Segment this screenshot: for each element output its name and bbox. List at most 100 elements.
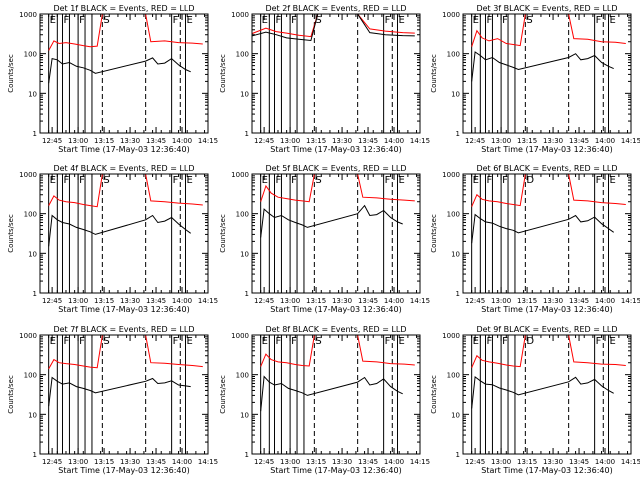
plot-frame <box>462 13 632 134</box>
marker-label: F <box>487 15 493 26</box>
x-tick-label: 12:45 <box>42 297 62 305</box>
series-line-events <box>471 375 614 409</box>
marker-label: E <box>50 336 56 347</box>
x-tick-label: 12:45 <box>254 458 274 466</box>
marker-label: E <box>473 175 479 186</box>
marker-label: E <box>262 15 268 26</box>
marker-label: S <box>103 15 109 26</box>
x-tick-label: 14:15 <box>198 137 218 145</box>
y-tick-label: 10 <box>28 411 37 419</box>
x-tick-label: 14:00 <box>172 297 192 305</box>
y-tick-label: 100 <box>447 372 460 380</box>
y-tick-label: 1000 <box>442 11 460 19</box>
x-tick-label: 13:30 <box>332 137 352 145</box>
x-tick-label: 13:00 <box>491 297 511 305</box>
x-tick-label: 14:15 <box>621 458 640 466</box>
marker-label: E <box>50 15 56 26</box>
x-tick-label: 13:00 <box>280 458 300 466</box>
marker-label: F <box>276 15 282 26</box>
marker-label: E <box>186 15 192 26</box>
x-tick-label: 13:15 <box>517 297 537 305</box>
series-line-lld <box>260 174 415 203</box>
chart-panel-8: Det 8f BLACK = Events, RED = LLD Counts/s… <box>219 325 430 475</box>
marker-label: F <box>502 336 508 347</box>
chart-title: Det 8f BLACK = Events, RED = LLD <box>265 325 406 334</box>
x-tick-label: 12:45 <box>42 458 62 466</box>
y-axis-label: Counts/sec <box>7 214 15 253</box>
series-line-lld <box>471 174 626 207</box>
y-tick-label: 100 <box>236 211 249 219</box>
x-tick-label: 14:15 <box>410 458 430 466</box>
x-tick-label: 13:45 <box>358 137 378 145</box>
x-tick-label: 12:45 <box>254 137 274 145</box>
marker-label: E <box>609 15 615 26</box>
y-tick-label: 10 <box>240 90 249 98</box>
marker-label: E <box>609 175 615 186</box>
x-tick-label: 12:45 <box>254 297 274 305</box>
x-tick-label: 14:00 <box>384 297 404 305</box>
series-line-events <box>260 204 403 238</box>
x-tick-label: 13:00 <box>491 137 511 145</box>
x-tick-label: 14:00 <box>595 137 615 145</box>
y-tick-label: 10 <box>451 90 460 98</box>
series-line-lld <box>48 174 203 208</box>
marker-label: F <box>276 336 282 347</box>
x-tick-label: 14:15 <box>410 297 430 305</box>
marker-label: F <box>64 336 70 347</box>
chart-title: Det 3f BLACK = Events, RED = LLD <box>476 4 617 13</box>
marker-label: E <box>262 336 268 347</box>
marker-label: E <box>473 15 479 26</box>
x-axis-label: Start Time (17-May-03 12:36:40) <box>58 466 189 475</box>
chart-panel-3: Det 3f BLACK = Events, RED = LLD Counts/s… <box>430 4 640 154</box>
x-tick-label: 14:00 <box>595 297 615 305</box>
x-tick-label: 13:00 <box>491 458 511 466</box>
marker-label: F <box>502 15 508 26</box>
chart-title: Det 6f BLACK = Events, RED = LLD <box>476 164 617 173</box>
chart-panel-9: Det 9f BLACK = Events, RED = LLD Counts/s… <box>430 325 640 475</box>
y-tick-label: 10 <box>240 411 249 419</box>
x-tick-label: 13:30 <box>332 297 352 305</box>
x-tick-label: 12:45 <box>465 137 485 145</box>
y-tick-label: 100 <box>24 51 37 59</box>
y-axis-label: Counts/sec <box>7 375 15 414</box>
marker-label: F <box>64 15 70 26</box>
chart-panel-2: Det 2f BLACK = Events, RED = LLD Counts/s… <box>219 4 430 154</box>
marker-label: E <box>398 336 404 347</box>
chart-panel-1: Det 1f BLACK = Events, RED = LLD Counts/s… <box>7 4 218 154</box>
plot-frame <box>462 334 632 455</box>
x-axis-label: Start Time (17-May-03 12:36:40) <box>481 466 612 475</box>
x-tick-label: 13:15 <box>306 458 326 466</box>
marker-label: S <box>103 336 109 347</box>
marker-label: F <box>64 175 70 186</box>
y-tick-label: 1 <box>245 130 249 138</box>
y-tick-label: 1 <box>33 451 37 459</box>
x-axis-label: Start Time (17-May-03 12:36:40) <box>481 145 612 154</box>
marker-label: F <box>276 175 282 186</box>
y-tick-label: 1 <box>245 451 249 459</box>
plot-frame <box>462 173 632 294</box>
series-line-events <box>471 213 614 244</box>
x-tick-label: 13:30 <box>332 458 352 466</box>
series-line-events <box>48 376 191 407</box>
y-tick-label: 10 <box>451 411 460 419</box>
marker-label: F <box>79 15 85 26</box>
series-line-lld <box>471 335 626 368</box>
y-tick-label: 1 <box>245 290 249 298</box>
plot-frame <box>39 173 209 294</box>
y-axis-label: Counts/sec <box>219 214 227 253</box>
chart-title: Det 9f BLACK = Events, RED = LLD <box>476 325 617 334</box>
x-tick-label: 13:15 <box>94 458 114 466</box>
chart-title: Det 5f BLACK = Events, RED = LLD <box>265 164 406 173</box>
marker-label: F <box>291 175 297 186</box>
chart-title: Det 2f BLACK = Events, RED = LLD <box>265 4 406 13</box>
x-tick-label: 13:45 <box>358 458 378 466</box>
x-tick-label: 13:15 <box>517 458 537 466</box>
chart-panel-7: Det 7f BLACK = Events, RED = LLD Counts/s… <box>7 325 218 475</box>
plot-frame <box>251 13 421 134</box>
marker-label: D <box>526 336 534 347</box>
x-tick-label: 14:15 <box>621 297 640 305</box>
y-axis-label: Counts/sec <box>219 54 227 93</box>
series-line-lld <box>260 335 415 367</box>
x-tick-label: 13:15 <box>306 297 326 305</box>
